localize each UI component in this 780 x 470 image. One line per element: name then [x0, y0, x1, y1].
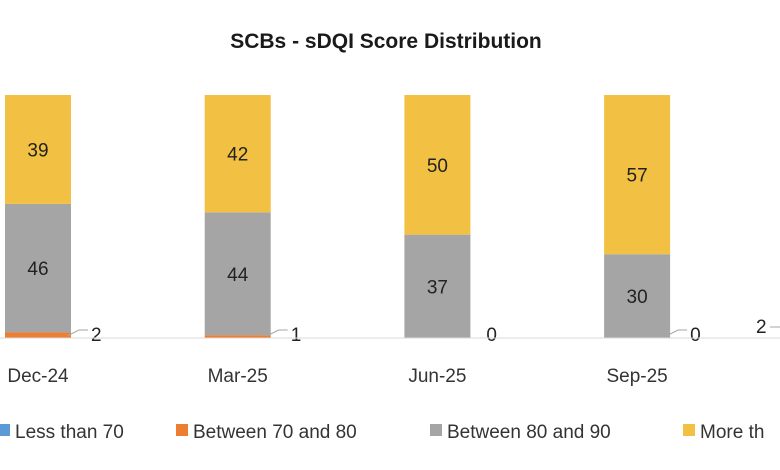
- bar-segment: [5, 203, 71, 333]
- legend-label: Between 80 and 90: [447, 422, 611, 443]
- leader-line: [66, 329, 88, 337]
- data-label: 44: [227, 265, 249, 286]
- data-label: 37: [427, 277, 448, 298]
- bar-segment: [204, 335, 271, 338]
- data-label: 42: [227, 145, 248, 166]
- data-label: 30: [627, 287, 648, 308]
- bar-segment: [204, 95, 271, 213]
- legend-swatch: [683, 424, 695, 436]
- legend-label: Less than 70: [15, 422, 124, 443]
- bar-segment: [604, 95, 671, 255]
- bar-segment: [204, 212, 271, 336]
- bar-segment: [404, 234, 471, 338]
- legend-label: Between 70 and 80: [193, 422, 357, 443]
- data-label: 2: [756, 317, 767, 338]
- data-label: 0: [690, 325, 701, 346]
- data-label: 1: [291, 325, 302, 346]
- bar-segment: [5, 332, 71, 338]
- legend-swatch: [430, 424, 442, 436]
- bar-segment: [5, 95, 71, 204]
- legend-swatch: [176, 424, 188, 436]
- x-tick-label: Mar-25: [208, 366, 268, 387]
- x-tick-label: Sep-25: [606, 366, 667, 387]
- legend-label: More th: [700, 422, 764, 443]
- bar-segment: [604, 254, 671, 338]
- data-label: 0: [486, 325, 497, 346]
- data-label: 39: [27, 140, 48, 161]
- data-label: 46: [27, 259, 48, 280]
- bar-segment: [404, 95, 471, 235]
- chart-title: SCBs - sDQI Score Distribution: [230, 30, 542, 53]
- x-tick-label: Dec-24: [7, 366, 69, 387]
- data-label: 57: [627, 166, 648, 187]
- data-label: 2: [91, 325, 102, 346]
- legend-swatch: [0, 424, 10, 436]
- x-tick-label: Jun-25: [408, 366, 466, 387]
- data-label: 50: [427, 156, 448, 177]
